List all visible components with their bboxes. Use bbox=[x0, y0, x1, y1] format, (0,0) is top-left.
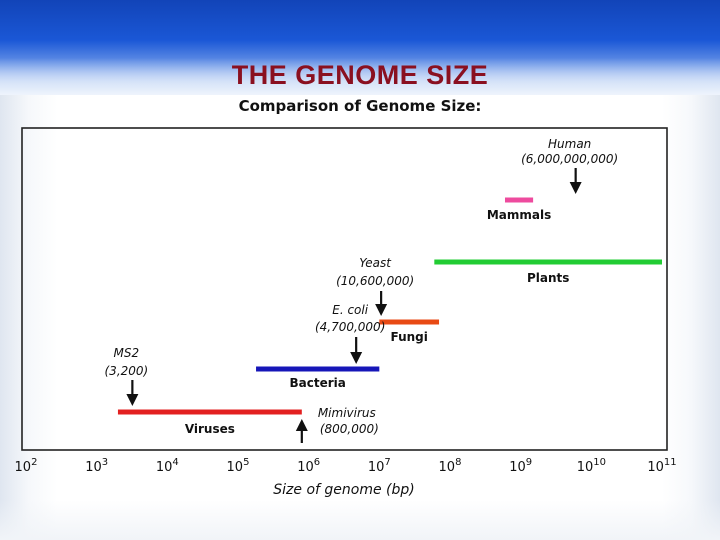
arrow-human bbox=[569, 168, 582, 194]
x-tick-label: 108 bbox=[439, 457, 462, 475]
range-label-plants: Plants bbox=[527, 271, 569, 285]
x-tick-label: 109 bbox=[509, 457, 532, 475]
annotation-name-yeast: Yeast bbox=[359, 256, 392, 270]
annotation-size-ecoli: (4,700,000) bbox=[315, 320, 385, 334]
x-tick-label: 1010 bbox=[577, 457, 606, 475]
range-label-viruses: Viruses bbox=[185, 422, 235, 436]
x-tick-label: 103 bbox=[85, 457, 108, 475]
x-tick-label: 105 bbox=[227, 457, 250, 475]
slide-footer-tint bbox=[0, 500, 720, 540]
arrow-ms2 bbox=[126, 380, 139, 406]
annotation-name-mimivirus: Mimivirus bbox=[318, 406, 376, 420]
range-label-bacteria: Bacteria bbox=[289, 376, 345, 390]
slide-title: THE GENOME SIZE bbox=[231, 60, 489, 90]
x-tick-label: 107 bbox=[368, 457, 391, 475]
annotation-name-ecoli: E. coli bbox=[332, 303, 368, 317]
x-tick-label: 1011 bbox=[647, 457, 676, 475]
x-tick-label: 106 bbox=[297, 457, 320, 475]
organism-annotations: MS2 (3,200) E. coli (4,700,000) Yeast (10,600… bbox=[105, 137, 618, 443]
annotation-size-mimivirus: (800,000) bbox=[320, 422, 379, 436]
range-label-fungi: Fungi bbox=[390, 330, 427, 344]
range-bars: Viruses Bacteria Fungi Plants Mammals bbox=[117, 197, 662, 436]
annotation-size-human: (6,000,000,000) bbox=[521, 152, 618, 166]
arrow-ecoli bbox=[350, 337, 363, 364]
range-label-mammals: Mammals bbox=[487, 208, 551, 222]
slide-background bbox=[0, 95, 720, 540]
x-axis-ticks: 102 103 104 105 106 107 108 109 1010 1011 bbox=[15, 457, 677, 475]
x-axis-label: Size of genome (bp) bbox=[273, 482, 414, 498]
arrow-mimivirus bbox=[295, 419, 308, 443]
x-tick-label: 104 bbox=[156, 457, 179, 475]
annotation-size-yeast: (10,600,000) bbox=[336, 274, 414, 288]
x-tick-label: 102 bbox=[15, 457, 38, 475]
annotation-name-ms2: MS2 bbox=[114, 346, 140, 360]
plot-frame bbox=[21, 127, 668, 451]
chart-title: Comparison of Genome Size: bbox=[239, 97, 482, 115]
annotation-name-human: Human bbox=[548, 137, 591, 151]
annotation-size-ms2: (3,200) bbox=[105, 364, 149, 378]
arrow-yeast bbox=[375, 291, 388, 316]
